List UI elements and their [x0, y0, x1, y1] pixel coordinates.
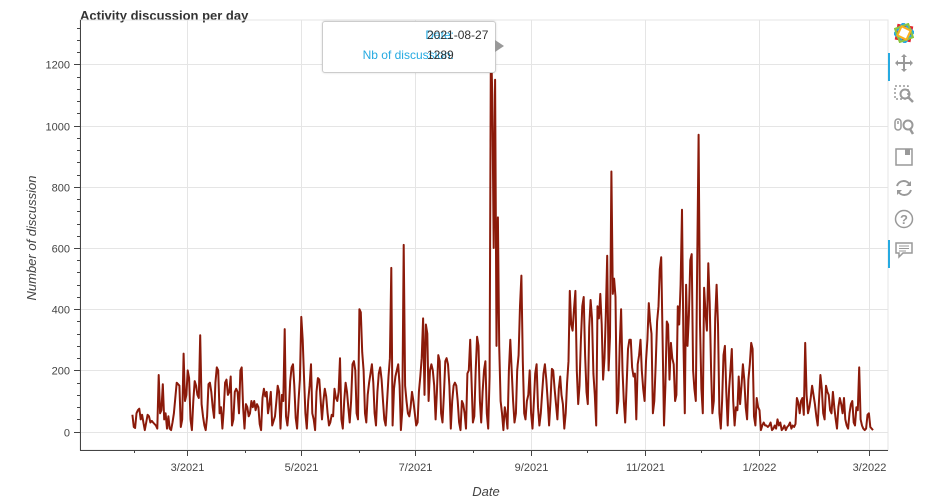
hover-tooltip: Date: 2021-08-27 Nb of discussion: 1289: [322, 21, 496, 73]
y-tick-label: 1000: [46, 122, 70, 134]
y-tick-label: 200: [52, 366, 70, 378]
y-axis-label: Number of discussion: [24, 176, 39, 301]
wheel-zoom-icon[interactable]: [888, 113, 920, 143]
x-axis-label: Date: [472, 484, 499, 499]
reset-icon[interactable]: [888, 175, 920, 205]
x-tick-label: 11/2021: [626, 462, 665, 474]
svg-text:?: ?: [900, 212, 908, 227]
chart-title: Activity discussion per day: [80, 8, 249, 23]
x-tick-label: 1/2022: [743, 462, 777, 474]
pan-icon[interactable]: [888, 50, 920, 81]
tooltip-count-row: Nb of discussion:: [323, 48, 454, 62]
tooltip-pointer: [495, 40, 504, 52]
y-tick-label: 1200: [46, 60, 70, 72]
x-tick-label: 5/2021: [285, 462, 319, 474]
hover-icon[interactable]: [888, 237, 920, 268]
box-zoom-icon[interactable]: [888, 82, 920, 112]
tooltip-date-row: Date:: [323, 28, 454, 42]
y-tick-label: 800: [52, 183, 70, 195]
y-tick-labels: 0 200 400 600 800 1000 1200: [46, 60, 70, 440]
y-tick-label: 400: [52, 305, 70, 317]
y-tick-label: 0: [64, 428, 70, 440]
x-tick-label: 3/2021: [171, 462, 205, 474]
tooltip-count-label: Nb of discussion:: [362, 48, 454, 62]
x-tick-labels: 3/2021 5/2021 7/2021 9/2021 11/2021 1/2022 3/2…: [171, 462, 887, 474]
y-tick-label: 600: [52, 244, 70, 256]
x-tick-label: 7/2021: [399, 462, 433, 474]
x-tick-label: 9/2021: [515, 462, 549, 474]
tooltip-count-value: 1289: [427, 48, 454, 62]
tooltip-date-label: Date:: [425, 28, 454, 42]
axes: [74, 20, 888, 456]
tooltip-date-value: 2021-08-27: [427, 28, 489, 42]
bokeh-logo-icon[interactable]: [888, 20, 920, 50]
x-tick-label: 3/2022: [853, 462, 887, 474]
save-icon[interactable]: [888, 144, 920, 174]
series-line: [131, 38, 874, 432]
help-icon[interactable]: ?: [888, 206, 920, 236]
